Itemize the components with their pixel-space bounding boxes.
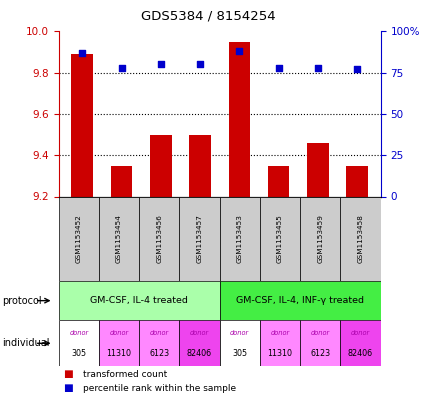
Point — [235, 48, 242, 54]
Bar — [299, 196, 340, 281]
Point — [314, 64, 321, 71]
Bar — [189, 134, 210, 196]
Point — [196, 61, 203, 68]
Bar — [99, 196, 139, 281]
Text: GSM1153455: GSM1153455 — [276, 214, 283, 263]
Text: 11310: 11310 — [106, 349, 131, 358]
Point — [118, 64, 125, 71]
Text: individual: individual — [2, 338, 49, 348]
Bar — [339, 196, 380, 281]
Bar — [99, 320, 139, 366]
Bar — [59, 281, 219, 320]
Text: donor: donor — [190, 330, 209, 336]
Bar — [267, 165, 289, 196]
Text: donor: donor — [350, 330, 369, 336]
Text: ■: ■ — [63, 369, 72, 379]
Bar — [345, 165, 367, 196]
Text: 305: 305 — [71, 349, 86, 358]
Text: 6123: 6123 — [149, 349, 169, 358]
Bar — [59, 196, 99, 281]
Text: GSM1153459: GSM1153459 — [316, 214, 322, 263]
Text: GSM1153453: GSM1153453 — [236, 214, 242, 263]
Point — [79, 50, 85, 56]
Bar — [260, 320, 299, 366]
Bar — [139, 196, 179, 281]
Text: 305: 305 — [232, 349, 247, 358]
Text: donor: donor — [69, 330, 88, 336]
Bar — [179, 320, 219, 366]
Text: GSM1153454: GSM1153454 — [116, 214, 122, 263]
Point — [274, 64, 281, 71]
Point — [353, 66, 360, 73]
Bar — [179, 196, 219, 281]
Text: ■: ■ — [63, 383, 72, 393]
Bar — [260, 196, 299, 281]
Bar — [339, 320, 380, 366]
Text: GM-CSF, IL-4 treated: GM-CSF, IL-4 treated — [90, 296, 188, 305]
Text: transformed count: transformed count — [82, 370, 167, 378]
Bar — [228, 42, 250, 196]
Bar — [219, 320, 260, 366]
Bar — [71, 54, 93, 196]
Bar — [139, 320, 179, 366]
Text: donor: donor — [149, 330, 168, 336]
Bar — [219, 196, 260, 281]
Text: percentile rank within the sample: percentile rank within the sample — [82, 384, 235, 393]
Text: 11310: 11310 — [267, 349, 292, 358]
Bar — [150, 134, 171, 196]
Text: 82406: 82406 — [347, 349, 372, 358]
Text: GSM1153456: GSM1153456 — [156, 214, 162, 263]
Text: GM-CSF, IL-4, INF-γ treated: GM-CSF, IL-4, INF-γ treated — [236, 296, 363, 305]
Text: GSM1153452: GSM1153452 — [76, 214, 82, 263]
Bar — [59, 320, 99, 366]
Text: donor: donor — [230, 330, 249, 336]
Bar — [299, 320, 340, 366]
Text: donor: donor — [270, 330, 289, 336]
Text: protocol: protocol — [2, 296, 42, 306]
Text: 82406: 82406 — [187, 349, 212, 358]
Text: donor: donor — [310, 330, 329, 336]
Text: GSM1153457: GSM1153457 — [196, 214, 202, 263]
Bar — [111, 165, 132, 196]
Bar — [306, 143, 328, 196]
Text: GSM1153458: GSM1153458 — [357, 214, 363, 263]
Bar — [219, 281, 380, 320]
Text: 6123: 6123 — [309, 349, 329, 358]
Text: donor: donor — [109, 330, 128, 336]
Text: GDS5384 / 8154254: GDS5384 / 8154254 — [141, 10, 276, 23]
Point — [157, 61, 164, 68]
